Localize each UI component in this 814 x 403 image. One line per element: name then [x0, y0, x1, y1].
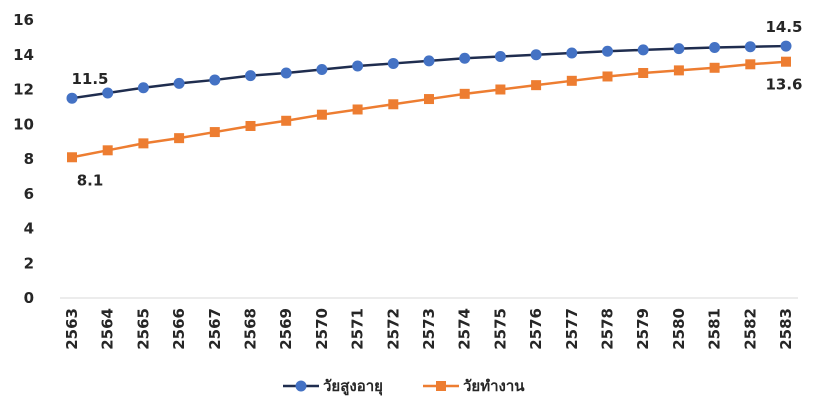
x-tick-label: 2569 [277, 308, 295, 350]
y-axis: 0 2 4 6 8 10 12 14 16 [13, 11, 34, 307]
data-point [102, 87, 114, 99]
data-point [459, 88, 470, 99]
x-tick-label: 2577 [563, 308, 581, 350]
data-point [352, 60, 364, 72]
x-tick-label: 2575 [491, 308, 509, 350]
legend-label: วัยสูงอายุ [323, 377, 383, 396]
data-point [245, 70, 256, 82]
data-point [459, 52, 471, 64]
data-point [673, 43, 685, 55]
data-point [281, 115, 292, 126]
x-tick-label: 2580 [670, 308, 688, 350]
x-tick-label: 2583 [777, 308, 795, 350]
data-point [174, 133, 185, 144]
data-point [424, 94, 434, 105]
x-tick-label: 2576 [527, 308, 545, 350]
x-tick-label: 2581 [706, 308, 724, 350]
x-tick-label: 2582 [741, 308, 759, 350]
x-tick-label: 2566 [170, 308, 188, 350]
data-point [673, 65, 684, 76]
data-point [137, 82, 149, 94]
data-label: 8.1 [77, 171, 104, 189]
data-point [209, 127, 220, 138]
data-point [709, 62, 720, 73]
y-tick-label: 0 [24, 289, 34, 307]
y-tick-label: 8 [24, 150, 34, 168]
x-tick-label: 2578 [599, 308, 617, 350]
y-tick-label: 12 [13, 81, 34, 99]
y-tick-label: 6 [24, 185, 34, 203]
data-point [637, 44, 649, 56]
data-point [245, 120, 256, 131]
legend-entry-0: วัยสูงอายุ [283, 377, 383, 396]
data-label: 11.5 [71, 70, 108, 88]
data-point [530, 49, 542, 61]
y-tick-label: 14 [13, 46, 34, 64]
x-tick-label: 2573 [420, 308, 438, 350]
data-point [66, 92, 78, 104]
x-tick-label: 2572 [384, 308, 402, 350]
data-point [352, 104, 363, 115]
data-point [744, 41, 756, 53]
data-point [709, 41, 721, 53]
x-tick-label: 2567 [206, 308, 224, 350]
y-tick-label: 16 [13, 11, 34, 29]
data-label: 13.6 [765, 76, 802, 94]
legend-entry-1: วัยทำงาน [423, 377, 525, 395]
data-point [67, 152, 77, 163]
data-point [316, 64, 328, 76]
data-point [495, 84, 506, 95]
y-tick-label: 10 [13, 115, 34, 133]
data-point [387, 57, 399, 69]
data-point [209, 74, 221, 86]
data-point [566, 75, 577, 86]
data-point [316, 109, 327, 120]
x-tick-label: 2574 [456, 308, 474, 350]
legend-marker [436, 381, 446, 391]
data-label: 14.5 [765, 18, 802, 36]
x-tick-label: 2571 [349, 308, 367, 350]
x-tick-label: 2568 [242, 308, 260, 350]
y-tick-label: 4 [24, 220, 34, 238]
data-point [602, 45, 613, 57]
data-point [780, 40, 792, 52]
data-point [173, 77, 185, 89]
data-point [566, 47, 578, 59]
legend-marker [295, 380, 307, 392]
x-tick-label: 2564 [99, 308, 117, 350]
data-point [102, 145, 113, 156]
data-point [494, 50, 506, 62]
x-axis: 2563 2564 2565 2566 2567 2568 2569 2570 2571 2572… [60, 297, 798, 350]
y-tick-label: 2 [24, 254, 34, 272]
data-point [638, 67, 649, 78]
data-point [745, 59, 756, 70]
x-tick-label: 2565 [134, 308, 152, 350]
x-tick-label: 2570 [313, 308, 331, 350]
data-point [388, 99, 399, 110]
legend-label: วัยทำงาน [463, 377, 525, 395]
data-point [602, 71, 613, 82]
data-point [423, 55, 435, 67]
legend: วัยสูงอายุ วัยทำงาน [283, 377, 525, 396]
x-tick-label: 2579 [634, 308, 652, 350]
data-point [781, 56, 791, 67]
data-labels: 11.5 14.5 8.1 13.6 [71, 18, 802, 189]
data-point [138, 138, 149, 149]
series-layer [66, 40, 792, 163]
data-point [531, 80, 542, 91]
data-point [280, 67, 292, 79]
x-tick-label: 2563 [63, 308, 81, 350]
